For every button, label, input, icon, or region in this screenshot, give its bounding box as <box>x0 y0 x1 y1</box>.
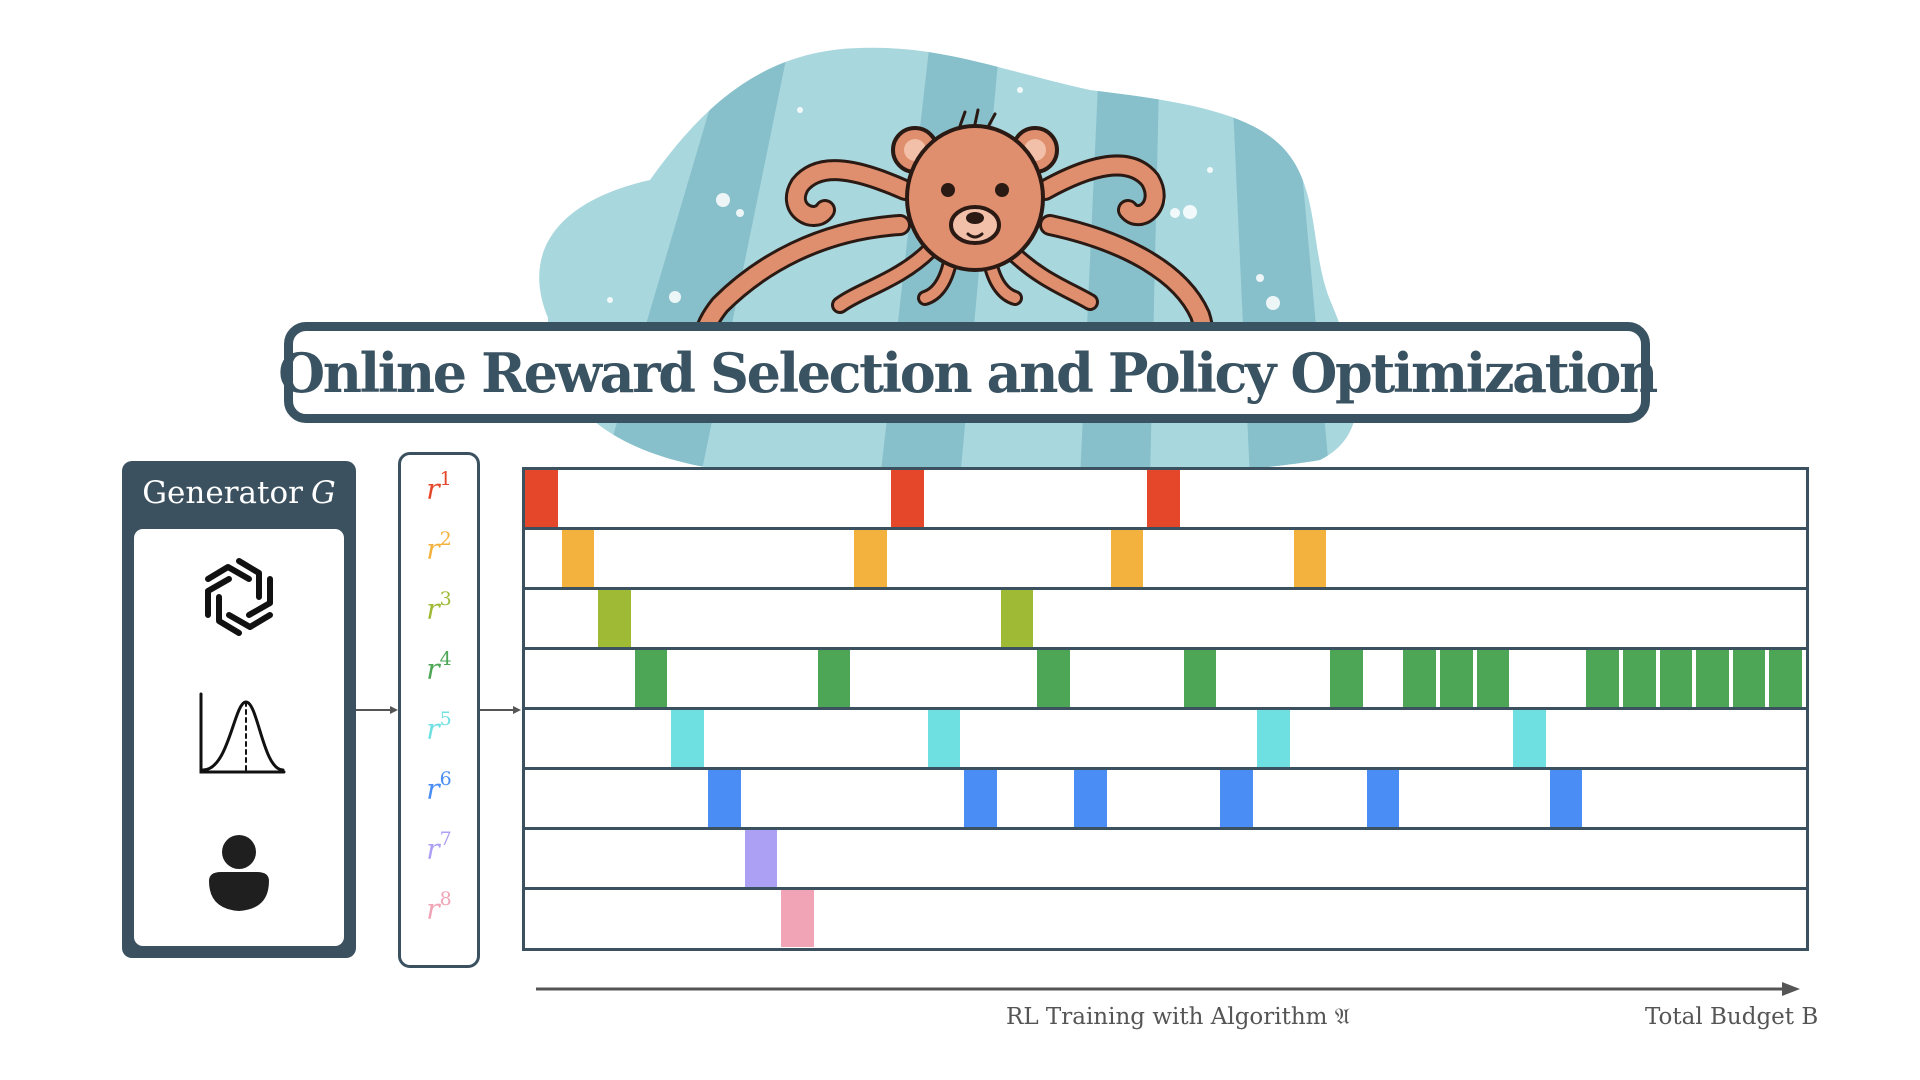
schedule-row-2 <box>525 530 1806 590</box>
generator-panel: Generator G <box>122 461 356 958</box>
reward-label-7: r7 <box>401 828 477 866</box>
generator-icons-box <box>134 529 344 946</box>
person-icon <box>209 835 269 911</box>
generator-title: Generator G <box>122 475 356 511</box>
reward-label-2: r2 <box>401 528 477 566</box>
reward-selection-cell <box>817 650 851 707</box>
reward-selection-cell <box>525 470 558 527</box>
reward-selection-cell <box>1769 650 1802 707</box>
reward-selection-cell <box>1440 650 1473 707</box>
connector-arrows <box>356 706 521 714</box>
generator-label: Generator <box>142 475 303 511</box>
reward-selection-cell <box>1623 650 1656 707</box>
total-budget-label: Total Budget B <box>1645 1004 1819 1030</box>
reward-selection-cell <box>1366 770 1400 827</box>
reward-symbol: r <box>426 832 440 866</box>
reward-selection-cell <box>634 650 668 707</box>
schedule-row-4 <box>525 650 1806 710</box>
reward-label-3: r3 <box>401 588 477 626</box>
reward-selection-cell <box>1586 650 1619 707</box>
reward-index: 8 <box>439 888 452 910</box>
reward-label-1: r1 <box>401 468 477 506</box>
reward-index: 2 <box>439 528 452 550</box>
reward-label-8: r8 <box>401 888 477 926</box>
reward-selection-cell <box>1293 530 1327 587</box>
reward-label-6: r6 <box>401 768 477 806</box>
schedule-row-3 <box>525 590 1806 650</box>
axis-label: RL Training with Algorithm 𝔄 <box>1006 1004 1351 1030</box>
reward-symbol: r <box>426 652 440 686</box>
reward-symbol: r <box>426 592 440 626</box>
reward-selection-cell <box>1183 650 1217 707</box>
reward-selection-cell <box>744 830 778 887</box>
reward-selection-cell <box>1074 770 1107 827</box>
reward-selection-cell <box>1659 650 1693 707</box>
reward-selection-cell <box>781 890 814 947</box>
reward-index: 6 <box>439 768 452 790</box>
reward-selection-cell <box>1110 530 1144 587</box>
reward-label-4: r4 <box>401 648 477 686</box>
reward-selection-cell <box>1220 770 1253 827</box>
reward-selection-cell <box>854 530 887 587</box>
reward-index: 3 <box>439 588 452 610</box>
budget-axis-arrow <box>536 982 1800 996</box>
reward-selection-cell <box>708 770 741 827</box>
title-box: Online Reward Selection and Policy Optim… <box>278 322 1658 423</box>
reward-selection-cell <box>964 770 997 827</box>
reward-selection-cell <box>1696 650 1729 707</box>
reward-symbol: r <box>426 772 440 806</box>
reward-index: 5 <box>439 708 452 730</box>
reward-selection-cell <box>1147 470 1180 527</box>
generator-symbol: G <box>310 475 336 511</box>
schedule-row-6 <box>525 770 1806 830</box>
reward-selection-cell <box>671 710 704 767</box>
distribution-curve-icon <box>199 692 286 774</box>
reward-selection-cell <box>891 470 924 527</box>
reward-candidates-panel: r1 r2 r3 r4 r5 r6 r7 r8 <box>398 452 480 968</box>
reward-selection-cell <box>927 710 961 767</box>
reward-selection-cell <box>561 530 595 587</box>
schedule-row-5 <box>525 710 1806 770</box>
reward-symbol: r <box>426 532 440 566</box>
reward-index: 1 <box>439 468 452 490</box>
schedule-row-8 <box>525 890 1806 947</box>
reward-selection-cell <box>1037 650 1070 707</box>
reward-schedule-grid <box>522 467 1809 951</box>
reward-selection-cell <box>1257 710 1290 767</box>
reward-selection-cell <box>598 590 631 647</box>
openai-logo-icon <box>205 558 273 636</box>
reward-symbol: r <box>426 892 440 926</box>
schedule-row-1 <box>525 470 1806 530</box>
reward-selection-cell <box>1330 650 1363 707</box>
reward-selection-cell <box>1000 590 1034 647</box>
reward-index: 7 <box>439 828 452 850</box>
reward-index: 4 <box>439 648 452 670</box>
reward-symbol: r <box>426 712 440 746</box>
reward-symbol: r <box>426 472 440 506</box>
reward-selection-cell <box>1549 770 1583 827</box>
schedule-row-7 <box>525 830 1806 890</box>
reward-selection-cell <box>1476 650 1510 707</box>
reward-selection-cell <box>1403 650 1436 707</box>
reward-label-5: r5 <box>401 708 477 746</box>
reward-selection-cell <box>1732 650 1766 707</box>
diagram-title: Online Reward Selection and Policy Optim… <box>278 340 1658 405</box>
reward-selection-cell <box>1513 710 1546 767</box>
